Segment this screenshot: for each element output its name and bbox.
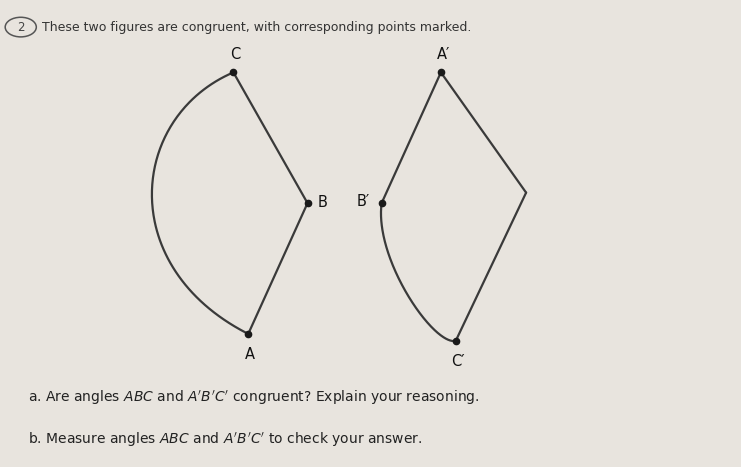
Text: a. Are angles $\mathit{ABC}$ and $\mathit{A'B'C'}$ congruent? Explain your reaso: a. Are angles $\mathit{ABC}$ and $\mathi… xyxy=(28,389,479,407)
Text: A: A xyxy=(245,347,255,362)
Text: B: B xyxy=(317,195,327,210)
Text: 2: 2 xyxy=(17,21,24,34)
Text: C′: C′ xyxy=(451,354,465,369)
Text: B′: B′ xyxy=(356,194,370,209)
Text: b. Measure angles $\mathit{ABC}$ and $\mathit{A'B'C'}$ to check your answer.: b. Measure angles $\mathit{ABC}$ and $\m… xyxy=(28,431,422,449)
Text: A′: A′ xyxy=(436,47,450,62)
Text: C: C xyxy=(230,47,240,62)
Text: These two figures are congruent, with corresponding points marked.: These two figures are congruent, with co… xyxy=(42,21,471,34)
